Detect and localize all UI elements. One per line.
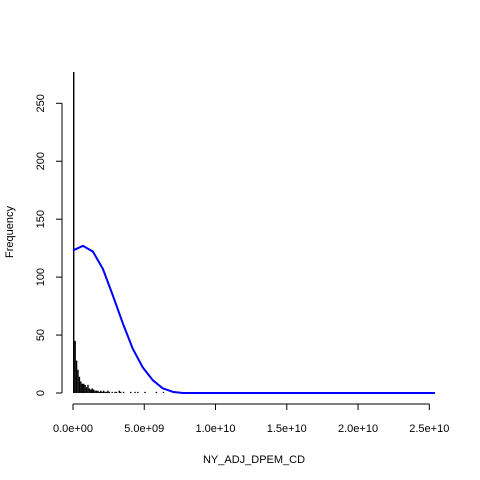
- histogram-bar: [134, 391, 136, 393]
- histogram-bar: [75, 360, 78, 393]
- histogram-bar: [118, 390, 121, 393]
- histogram-bar: [78, 376, 81, 393]
- histogram-bar: [144, 391, 146, 393]
- histogram-bar: [85, 387, 88, 393]
- histogram-bar: [101, 391, 103, 393]
- y-tick-label: 50: [35, 329, 47, 341]
- histogram-bar: [104, 391, 106, 393]
- histogram-bar: [82, 383, 85, 393]
- x-tick-label: 1.5e+10: [267, 423, 307, 435]
- x-tick-label: 2.5e+10: [409, 423, 449, 435]
- histogram-bar: [105, 391, 108, 393]
- histogram-bar: [73, 72, 75, 393]
- histogram-bar: [115, 391, 118, 393]
- histogram-bars: [73, 72, 175, 393]
- x-tick-label: 0.0e+00: [53, 423, 93, 435]
- histogram-bar: [155, 391, 158, 393]
- y-tick-label: 0: [35, 390, 47, 396]
- histogram-bar: [98, 391, 101, 393]
- y-axis: 0 50 100 150 200 250: [35, 94, 63, 396]
- histogram-bar: [108, 391, 111, 393]
- x-axis-title: NY_ADJ_DPEM_CD: [203, 454, 305, 466]
- histogram-bar: [94, 390, 96, 393]
- histogram-bar: [95, 390, 98, 393]
- x-axis: 0.0e+00 5.0e+09 1.0e+10 1.5e+10 2.0e+10 2.5e+…: [53, 403, 449, 435]
- histogram-bar: [74, 340, 76, 393]
- histogram-bar: [81, 383, 83, 393]
- x-tick-label: 1.0e+10: [195, 423, 235, 435]
- y-tick-label: 250: [35, 94, 47, 112]
- histogram-bar: [88, 388, 91, 393]
- density-line: [72, 244, 435, 394]
- histogram-bar: [120, 391, 122, 393]
- x-tick-label: 2.0e+10: [338, 423, 378, 435]
- histogram-bar: [77, 369, 79, 393]
- histogram-bar: [91, 388, 93, 393]
- y-tick-label: 200: [35, 152, 47, 170]
- histogram-bar: [114, 391, 116, 393]
- histogram-bar: [80, 381, 82, 393]
- x-tick-label: 5.0e+09: [124, 423, 164, 435]
- histogram-bar: [84, 384, 86, 393]
- histogram-bar: [162, 391, 165, 393]
- y-axis-title: Frequency: [4, 206, 16, 258]
- histogram-bar: [122, 391, 125, 393]
- histogram-bar: [130, 391, 132, 393]
- histogram-bar: [102, 390, 105, 393]
- histogram-bar: [97, 390, 99, 393]
- histogram-bar: [100, 390, 102, 393]
- histogram-bar: [90, 389, 92, 393]
- y-tick-label: 100: [35, 268, 47, 286]
- histogram-bar: [137, 391, 139, 393]
- histogram-bar: [107, 390, 109, 393]
- histogram-bar: [92, 389, 95, 393]
- y-tick-label: 150: [35, 210, 47, 228]
- histogram-bar: [87, 384, 89, 393]
- histogram-bar: [111, 391, 113, 393]
- density-curve: [72, 244, 435, 394]
